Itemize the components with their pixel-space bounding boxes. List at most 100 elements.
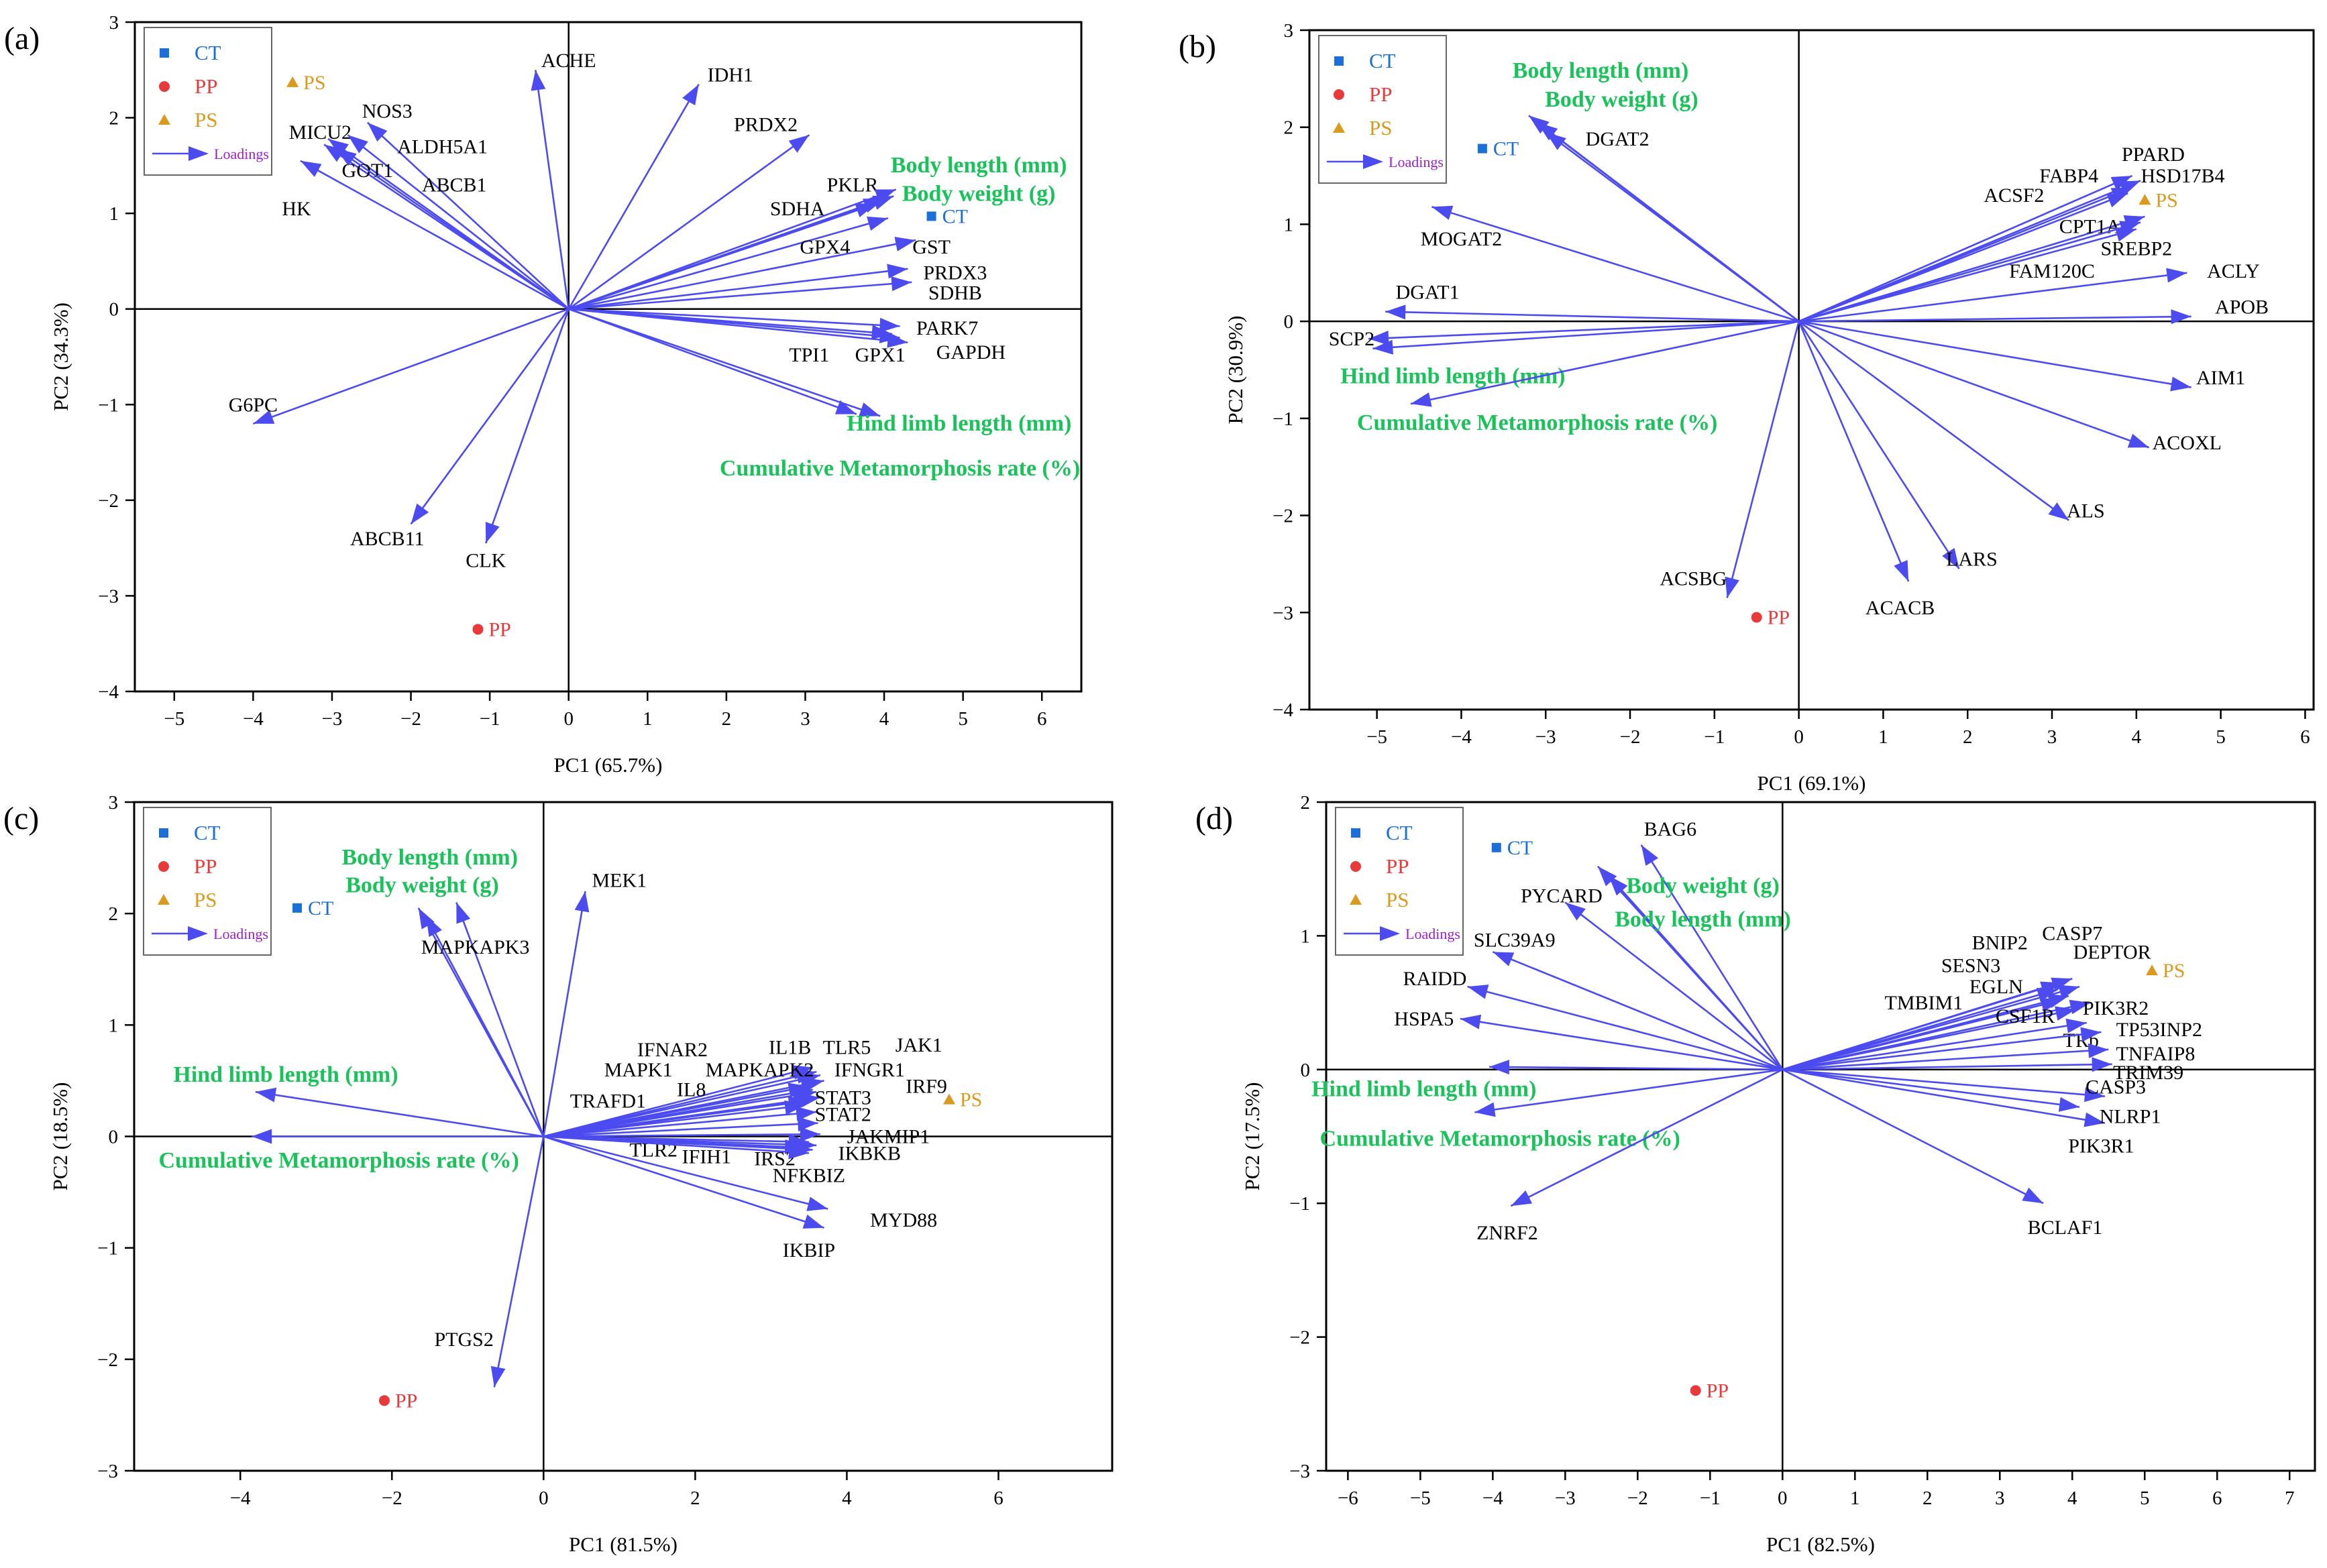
gene-label: ACACB (1865, 597, 1935, 619)
x-tick-label: 6 (993, 1488, 1004, 1509)
gene-label: TP53INP2 (2116, 1019, 2202, 1041)
loading-arrowhead (2170, 376, 2191, 392)
y-tick-label: 0 (1301, 1060, 1311, 1081)
legend-loadings-arrowhead (188, 926, 208, 941)
y-tick-label: 2 (1301, 792, 1311, 814)
x-tick-label: −3 (322, 708, 343, 730)
sample-point-ct (1491, 842, 1501, 852)
gene-label: GST (912, 236, 951, 258)
gene-label: DEPTOR (2073, 941, 2151, 963)
y-tick-label: 3 (109, 12, 119, 34)
loading-arrowhead (855, 203, 877, 218)
y-tick-label: 2 (1284, 117, 1294, 139)
loading-arrowhead (2084, 1112, 2105, 1127)
loading-arrow (567, 84, 700, 310)
trait-label: Cumulative Metamorphosis rate (%) (1320, 1126, 1680, 1151)
loading-arrowhead (2069, 999, 2091, 1015)
loading-arrowhead (2092, 1057, 2112, 1072)
gene-label: NFKBIZ (773, 1165, 845, 1187)
loading-arrow (568, 308, 857, 415)
loading-arrow (410, 308, 570, 525)
gene-label: JAKMIP1 (847, 1126, 930, 1148)
legend-label: PP (1386, 854, 1409, 878)
loading-arrow (543, 1135, 824, 1229)
legend-label: PP (194, 854, 217, 878)
x-tick-label: −5 (1410, 1488, 1431, 1509)
trait-label: Cumulative Metamorphosis rate (%) (1357, 410, 1717, 435)
plot-frame (1308, 29, 2315, 711)
y-tick-label: 1 (109, 203, 119, 225)
x-axis-label: PC1 (65.7%) (554, 753, 663, 777)
loading-arrow (568, 239, 916, 310)
loading-arrow (1782, 1068, 2106, 1124)
loading-arrowhead (1385, 304, 1406, 320)
legend-marker-pp (1334, 89, 1344, 100)
loading-arrowhead (2084, 1087, 2105, 1103)
legend-marker-ps (158, 114, 170, 125)
loading-arrow (1798, 315, 2191, 323)
loading-arrowhead (872, 195, 894, 210)
gene-label: BNIP2 (1972, 932, 2028, 954)
sample-label: CT (942, 205, 968, 227)
panel-label-a: (a) (4, 21, 40, 56)
legend-label: PS (194, 888, 217, 911)
loading-arrowhead (2080, 1027, 2102, 1042)
loading-arrowhead (894, 237, 916, 251)
y-axis-label: PC2 (30.9%) (1224, 316, 1247, 425)
loading-arrowhead (1372, 339, 1393, 355)
loading-arrowhead (887, 333, 908, 348)
gene-label: PIK3R2 (2083, 997, 2149, 1019)
gene-label: PYCARD (1521, 885, 1603, 907)
y-tick-label: −3 (1289, 1461, 1310, 1482)
sample-label: CT (308, 897, 333, 919)
y-tick-label: −2 (1289, 1327, 1310, 1349)
legend-label: PP (1369, 82, 1392, 106)
gene-label: ACSBG (1660, 568, 1727, 590)
loading-arrowhead (456, 902, 471, 924)
x-tick-label: −4 (230, 1488, 251, 1509)
loading-arrow (1492, 951, 1783, 1071)
loading-arrowhead (2088, 1043, 2109, 1058)
y-tick-label: −1 (97, 1238, 118, 1259)
legend-label: Loadings (213, 926, 268, 942)
legend-marker-pp (1350, 861, 1361, 872)
trait-label: Body length (mm) (342, 845, 519, 870)
loading-arrowhead (1942, 548, 1959, 569)
loading-arrow (1431, 206, 1800, 323)
loading-arrow (300, 160, 570, 310)
x-tick-label: −5 (1366, 726, 1387, 748)
gene-label: ACOXL (2153, 432, 2222, 454)
x-tick-label: −3 (1555, 1488, 1576, 1509)
gene-label: SESN3 (1941, 954, 2000, 976)
loading-arrowhead (1546, 131, 1566, 150)
loading-arrow (366, 121, 570, 310)
plot-frame (133, 21, 1083, 693)
x-axis-label: PC1 (69.1%) (1757, 771, 1866, 795)
legend-label: Loadings (1389, 154, 1444, 170)
legend-label: CT (1386, 821, 1413, 844)
gene-label: STAT2 (815, 1103, 871, 1125)
gene-label: PKLR (827, 174, 879, 196)
loading-arrow (1782, 1063, 2112, 1071)
loading-arrow (1782, 1021, 2088, 1071)
x-tick-label: 1 (643, 708, 653, 730)
legend-label: PS (1386, 888, 1409, 911)
gene-label: ABCB1 (422, 174, 487, 196)
loading-arrowhead (252, 1129, 272, 1144)
loading-arrowhead (1565, 902, 1586, 921)
y-tick-label: −1 (98, 394, 119, 416)
loading-arrow (543, 1135, 828, 1210)
loading-arrow (1798, 321, 1960, 569)
loading-arrow (1782, 1068, 2080, 1108)
y-tick-label: −3 (97, 1461, 118, 1482)
loading-arrowhead (796, 1106, 817, 1121)
gene-label: PARK7 (916, 317, 978, 339)
loading-arrowhead (797, 1117, 818, 1132)
loading-arrowhead (1410, 392, 1432, 407)
y-tick-label: −2 (98, 490, 119, 512)
gene-label: SCP2 (1329, 328, 1374, 350)
gene-label: JAK1 (896, 1034, 942, 1056)
trait-label: Body weight (g) (1545, 87, 1698, 112)
legend-marker-pp (159, 81, 170, 92)
gene-label: TMBIM1 (1885, 992, 1963, 1014)
